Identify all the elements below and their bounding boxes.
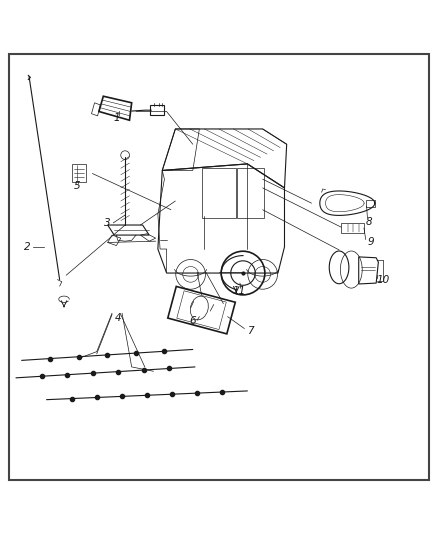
Text: 2: 2 (25, 242, 31, 252)
Text: 11: 11 (233, 286, 246, 296)
Text: 3: 3 (104, 218, 111, 228)
Text: 8: 8 (365, 216, 372, 227)
Text: 5: 5 (74, 181, 81, 191)
Text: 4: 4 (114, 312, 121, 322)
Text: 6: 6 (190, 316, 196, 326)
Text: 1: 1 (114, 113, 120, 123)
Text: 9: 9 (367, 237, 374, 247)
Text: 10: 10 (377, 274, 390, 285)
Text: 7: 7 (247, 326, 254, 336)
